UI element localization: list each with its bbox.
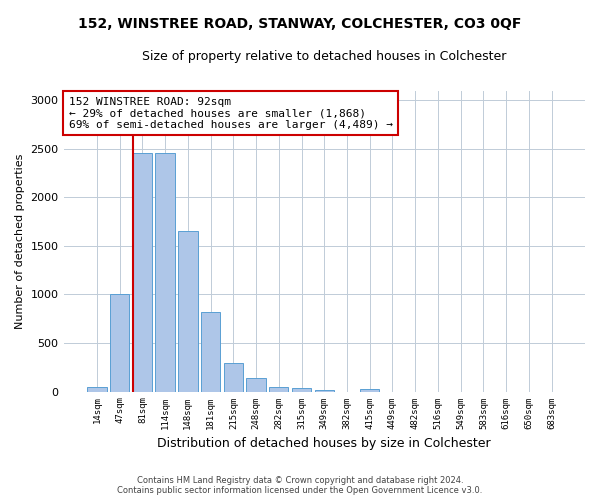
Bar bbox=[247, 378, 266, 392]
Bar bbox=[201, 312, 220, 392]
Bar bbox=[314, 390, 334, 392]
Bar bbox=[224, 363, 243, 392]
Bar bbox=[360, 388, 379, 392]
Text: 152, WINSTREE ROAD, STANWAY, COLCHESTER, CO3 0QF: 152, WINSTREE ROAD, STANWAY, COLCHESTER,… bbox=[79, 18, 521, 32]
Text: Contains HM Land Registry data © Crown copyright and database right 2024.
Contai: Contains HM Land Registry data © Crown c… bbox=[118, 476, 482, 495]
Bar bbox=[133, 152, 152, 392]
Bar bbox=[178, 232, 197, 392]
Title: Size of property relative to detached houses in Colchester: Size of property relative to detached ho… bbox=[142, 50, 506, 63]
Text: 152 WINSTREE ROAD: 92sqm
← 29% of detached houses are smaller (1,868)
69% of sem: 152 WINSTREE ROAD: 92sqm ← 29% of detach… bbox=[69, 96, 393, 130]
Bar bbox=[292, 388, 311, 392]
X-axis label: Distribution of detached houses by size in Colchester: Distribution of detached houses by size … bbox=[157, 437, 491, 450]
Bar bbox=[269, 386, 289, 392]
Bar bbox=[155, 152, 175, 392]
Bar bbox=[87, 386, 107, 392]
Bar bbox=[110, 294, 130, 392]
Y-axis label: Number of detached properties: Number of detached properties bbox=[15, 154, 25, 328]
